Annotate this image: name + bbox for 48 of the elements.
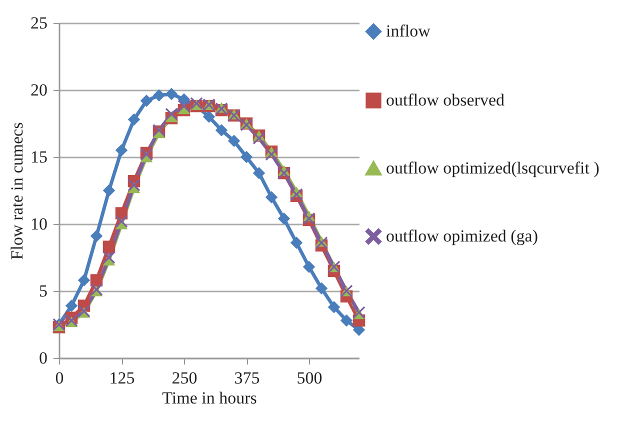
x-tick-label: 125: [109, 368, 135, 388]
point: [102, 251, 116, 264]
point: [265, 191, 278, 204]
point: [90, 230, 103, 242]
point: [115, 144, 128, 156]
y-tick-label: 25: [30, 14, 48, 32]
legend-label: outflow opimized (ga): [386, 226, 538, 246]
point: [165, 108, 178, 120]
point: [152, 89, 166, 102]
point: [252, 166, 266, 180]
point: [65, 314, 78, 327]
x-tick-label: 0: [55, 368, 64, 388]
point: [240, 150, 253, 164]
point: [78, 274, 90, 286]
legend-label: inflow: [386, 22, 432, 40]
y-tick-label: 10: [30, 214, 48, 234]
point: [328, 300, 340, 314]
y-tick-label: 5: [39, 282, 48, 300]
point: [78, 304, 90, 318]
point: [202, 110, 216, 123]
point: [302, 260, 316, 274]
x-axis-title: Time in hours: [162, 388, 257, 408]
y-tick-label: 20: [30, 80, 48, 100]
legend-label: outflow optimized(lsqcurvefit ): [386, 158, 600, 178]
point: [115, 215, 128, 228]
point: [278, 212, 290, 225]
point: [165, 88, 178, 100]
point: [265, 148, 278, 160]
point: [102, 240, 116, 253]
point: [65, 300, 78, 312]
point: [140, 94, 153, 107]
point: [90, 274, 103, 286]
point: [215, 124, 228, 136]
y-tick-label: 0: [39, 348, 48, 368]
x-tick-label: 250: [172, 368, 198, 388]
point: [102, 184, 116, 197]
x-tick-label: 375: [234, 368, 260, 388]
point: [128, 179, 140, 192]
y-tick-label: 15: [30, 148, 48, 166]
y-axis-title: Flow rate in cumecs: [8, 122, 26, 260]
point: [315, 282, 328, 294]
point: [128, 113, 140, 126]
point: [228, 134, 240, 148]
point: [178, 100, 190, 112]
x-tick-label: 500: [296, 368, 322, 388]
point: [290, 236, 303, 249]
point: [340, 314, 353, 327]
legend-label: outflow observed: [386, 90, 505, 110]
